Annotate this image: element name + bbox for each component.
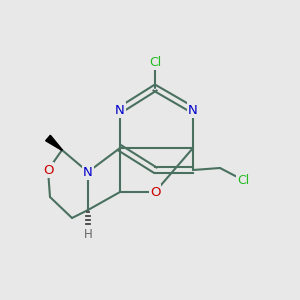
Text: N: N [83,166,93,178]
Text: N: N [115,103,125,116]
Text: Cl: Cl [237,173,249,187]
Text: Cl: Cl [149,56,161,68]
Text: N: N [188,103,198,116]
Text: H: H [84,227,92,241]
Polygon shape [46,135,62,150]
Text: O: O [150,185,160,199]
Text: O: O [43,164,53,176]
